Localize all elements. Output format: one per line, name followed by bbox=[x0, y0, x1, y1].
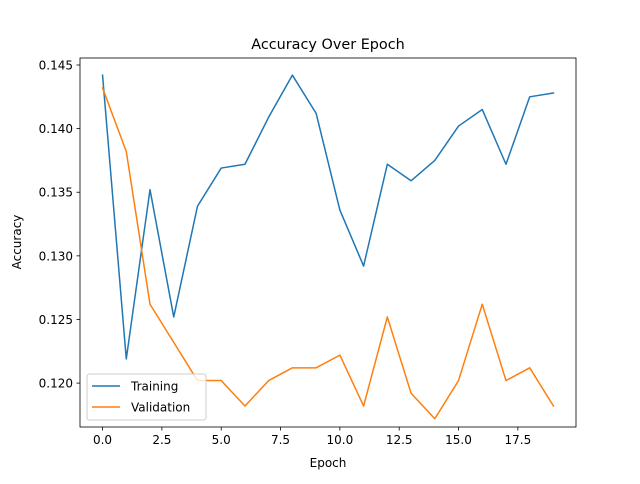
x-tick-label: 10.0 bbox=[327, 433, 354, 447]
legend: Training Validation bbox=[86, 373, 207, 421]
x-axis-label: Epoch bbox=[310, 456, 347, 470]
series-line-validation bbox=[101, 86, 555, 420]
x-tick-label: 5.0 bbox=[212, 433, 231, 447]
y-tick-label: 0.125 bbox=[39, 313, 73, 327]
x-tick-label: 0.0 bbox=[93, 433, 112, 447]
y-tick-label: 0.145 bbox=[39, 58, 73, 72]
x-tick-label: 15.0 bbox=[445, 433, 472, 447]
x-axis-ticks: 0.0 2.5 5.0 7.5 10.0 12.5 15.0 17.5 bbox=[93, 427, 531, 447]
legend-label-training: Training bbox=[130, 380, 178, 394]
x-tick-label: 12.5 bbox=[386, 433, 413, 447]
y-tick-label: 0.130 bbox=[39, 249, 73, 263]
y-axis-label: Accuracy bbox=[10, 215, 24, 270]
y-tick-label: 0.140 bbox=[39, 122, 73, 136]
x-tick-label: 17.5 bbox=[504, 433, 531, 447]
y-tick-label: 0.120 bbox=[39, 377, 73, 391]
series-line-training bbox=[101, 74, 555, 360]
y-axis-ticks: 0.120 0.125 0.130 0.135 0.140 0.145 bbox=[39, 58, 80, 391]
legend-label-validation: Validation bbox=[131, 401, 190, 415]
x-tick-label: 2.5 bbox=[152, 433, 171, 447]
series-layer bbox=[101, 74, 555, 420]
plot-area-frame bbox=[79, 57, 577, 428]
x-tick-label: 7.5 bbox=[271, 433, 290, 447]
y-tick-label: 0.135 bbox=[39, 186, 73, 200]
chart-title: Accuracy Over Epoch bbox=[251, 37, 405, 53]
